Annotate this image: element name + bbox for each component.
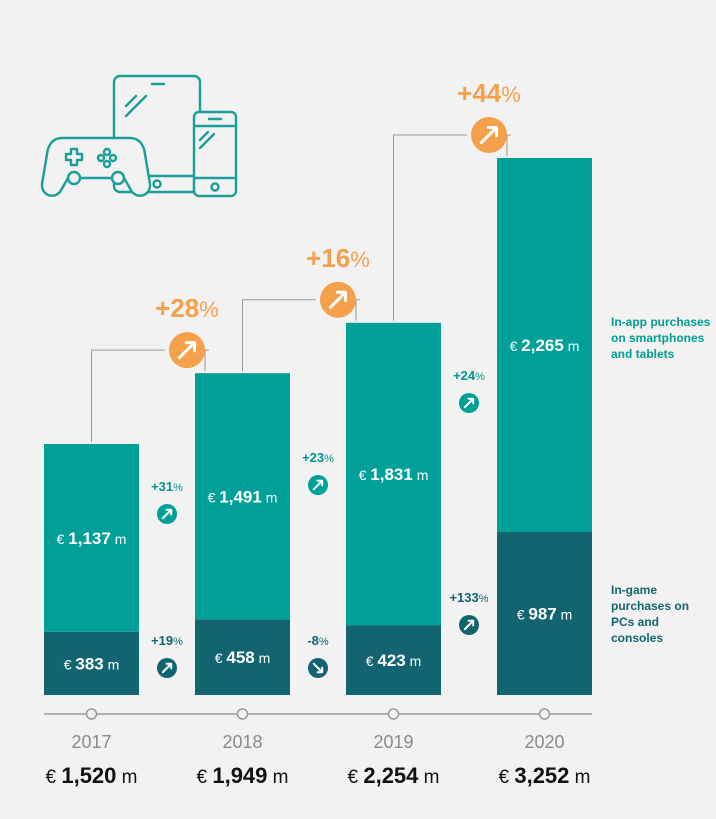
timeline-marker <box>538 708 551 720</box>
gaming-devices-icon <box>40 74 238 198</box>
total-growth-label: +16% <box>306 243 370 273</box>
in-game-growth-label: +133% <box>449 590 488 605</box>
in-game-value-label: € 423 m <box>366 651 422 670</box>
total-growth-connector <box>506 134 511 156</box>
total-value-label: € 1,520 m <box>45 763 137 788</box>
total-growth-connector <box>242 299 316 372</box>
timeline-marker <box>236 708 249 720</box>
bar-in-game-2019 <box>346 625 441 695</box>
total-growth-arrow-icon <box>169 332 205 369</box>
total-value-label: € 2,254 m <box>347 763 439 788</box>
bar-in-game-2018 <box>195 619 290 695</box>
year-label: 2018 <box>222 732 262 752</box>
in-app-growth-label: +23% <box>302 450 334 465</box>
total-growth-label: +28% <box>155 293 219 323</box>
total-value-label: € 3,252 m <box>498 763 590 788</box>
in-app-growth-arrow-icon <box>308 475 328 495</box>
bar-in-app-2017 <box>44 444 139 632</box>
in-app-value-label: € 1,137 m <box>57 529 127 548</box>
in-app-growth-label: +24% <box>453 368 485 383</box>
in-app-growth-arrow-icon <box>157 504 177 524</box>
in-game-growth-label: -8% <box>307 633 329 648</box>
in-game-growth-arrow-icon <box>157 658 177 678</box>
total-growth-connector <box>204 349 209 372</box>
in-app-value-label: € 1,831 m <box>359 465 429 484</box>
in-game-growth-label: +19% <box>151 633 183 648</box>
total-growth-label: +44% <box>457 78 521 108</box>
in-app-growth-arrow-icon <box>459 393 479 413</box>
total-growth-connector <box>91 349 165 443</box>
bar-in-app-2019 <box>346 322 441 626</box>
year-label: 2019 <box>373 732 413 752</box>
in-game-growth-arrow-icon <box>459 615 479 635</box>
timeline-marker <box>387 708 400 720</box>
bar-in-game-2017 <box>44 631 139 695</box>
in-game-value-label: € 987 m <box>517 605 573 624</box>
legend-in-app: In-app purchases on smartphones and tabl… <box>611 315 711 361</box>
total-growth-arrow-icon <box>320 281 356 318</box>
in-app-value-label: € 2,265 m <box>510 336 580 355</box>
bar-in-app-2018 <box>195 373 290 620</box>
bar-in-game-2020 <box>497 532 592 695</box>
year-label: 2017 <box>71 732 111 752</box>
in-game-value-label: € 458 m <box>215 648 271 667</box>
in-game-value-label: € 383 m <box>64 654 120 673</box>
timeline-marker <box>85 708 98 720</box>
total-growth-connector <box>355 299 360 321</box>
total-value-label: € 1,949 m <box>196 763 288 788</box>
in-game-growth-arrow-icon <box>308 658 328 678</box>
in-app-value-label: € 1,491 m <box>208 487 278 506</box>
year-label: 2020 <box>524 732 564 752</box>
legend-in-game: In-game purchases on PCs and consoles <box>611 583 690 645</box>
total-growth-arrow-icon <box>471 117 507 153</box>
in-app-growth-label: +31% <box>151 479 183 494</box>
bar-in-app-2020 <box>497 158 592 533</box>
total-growth-connector <box>393 134 467 321</box>
